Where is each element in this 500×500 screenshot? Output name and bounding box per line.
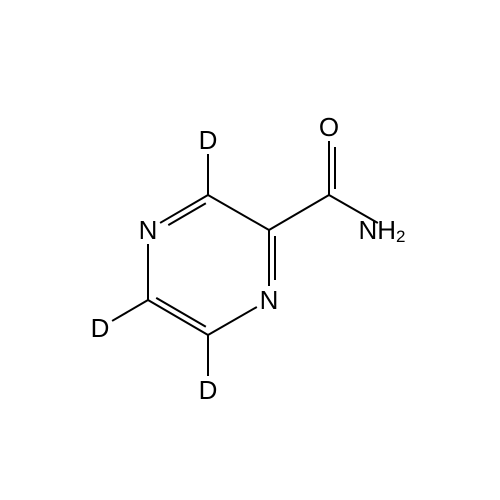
atom-label-n5: N: [139, 215, 158, 245]
atom-label-d3: D: [199, 375, 218, 405]
atom-label-d4: D: [91, 313, 110, 343]
atom-label-o8: O: [319, 112, 339, 142]
molecule-diagram: N N O NH2 D D D: [0, 0, 500, 500]
atom-label-n9: NH2: [358, 215, 405, 246]
atom-label-n2: N: [260, 285, 279, 315]
atom-label-d6: D: [199, 125, 218, 155]
